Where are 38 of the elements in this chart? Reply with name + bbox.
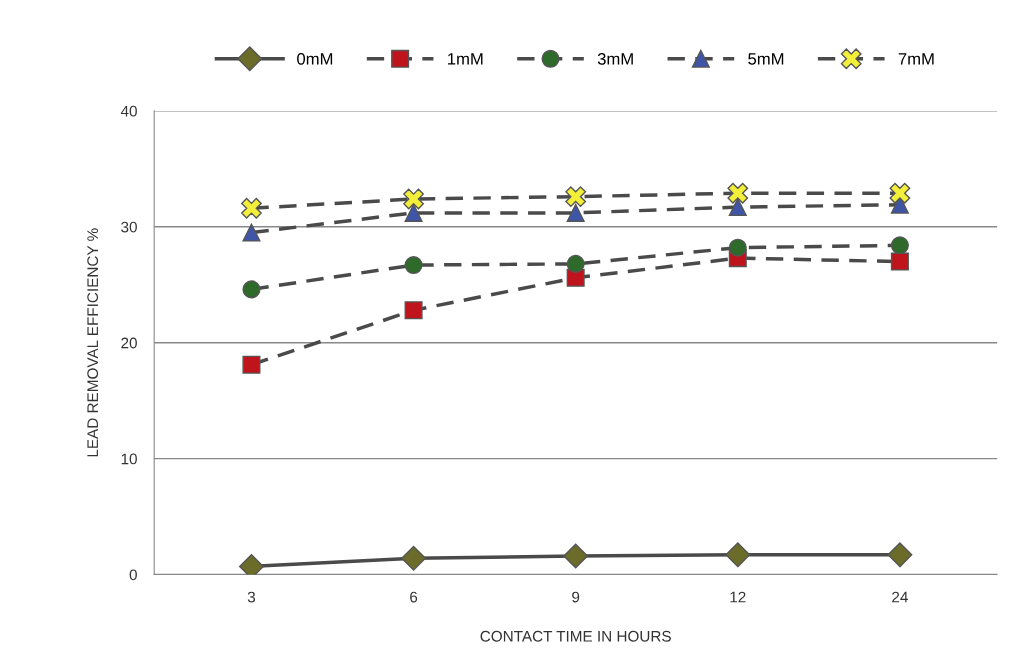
point: [242, 223, 261, 242]
point: [890, 236, 909, 255]
x-tick-label: 3: [247, 591, 256, 603]
point: [887, 542, 913, 568]
x-tick-label: 12: [730, 591, 746, 603]
point: [725, 542, 751, 568]
x-tick-label: 9: [572, 591, 580, 603]
y-tick-label: 10: [121, 453, 137, 465]
point: [404, 203, 423, 222]
point: [728, 238, 747, 257]
x-tick-label: 6: [410, 591, 418, 603]
point: [728, 198, 747, 217]
point: [563, 543, 589, 569]
point: [566, 254, 585, 273]
y-tick-label: 0: [129, 569, 137, 581]
legend-label: 5mM: [748, 53, 784, 65]
point: [727, 182, 749, 204]
point: [242, 280, 261, 299]
legend-label: 1mM: [448, 53, 483, 65]
point: [241, 197, 262, 219]
point: [242, 355, 261, 374]
y-tick-label: 30: [121, 221, 137, 233]
x-axis-title: CONTACT TIME IN HOURS: [480, 630, 671, 642]
point: [566, 203, 585, 222]
y-tick-label: 40: [120, 105, 137, 117]
legend-label: 0mM: [297, 52, 333, 65]
x-tick-label: 24: [892, 591, 908, 603]
point: [404, 256, 423, 275]
point: [403, 188, 424, 210]
point: [404, 301, 423, 320]
legend-label: 7mM: [898, 53, 934, 65]
point: [889, 182, 911, 204]
point: [565, 186, 587, 208]
y-tick-label: 20: [121, 337, 137, 349]
point: [890, 252, 909, 271]
y-axis-title: LEAD REMOVAL EFFICIENCY %: [87, 228, 99, 457]
point: [401, 545, 427, 571]
legend-label: 3mM: [597, 52, 633, 65]
